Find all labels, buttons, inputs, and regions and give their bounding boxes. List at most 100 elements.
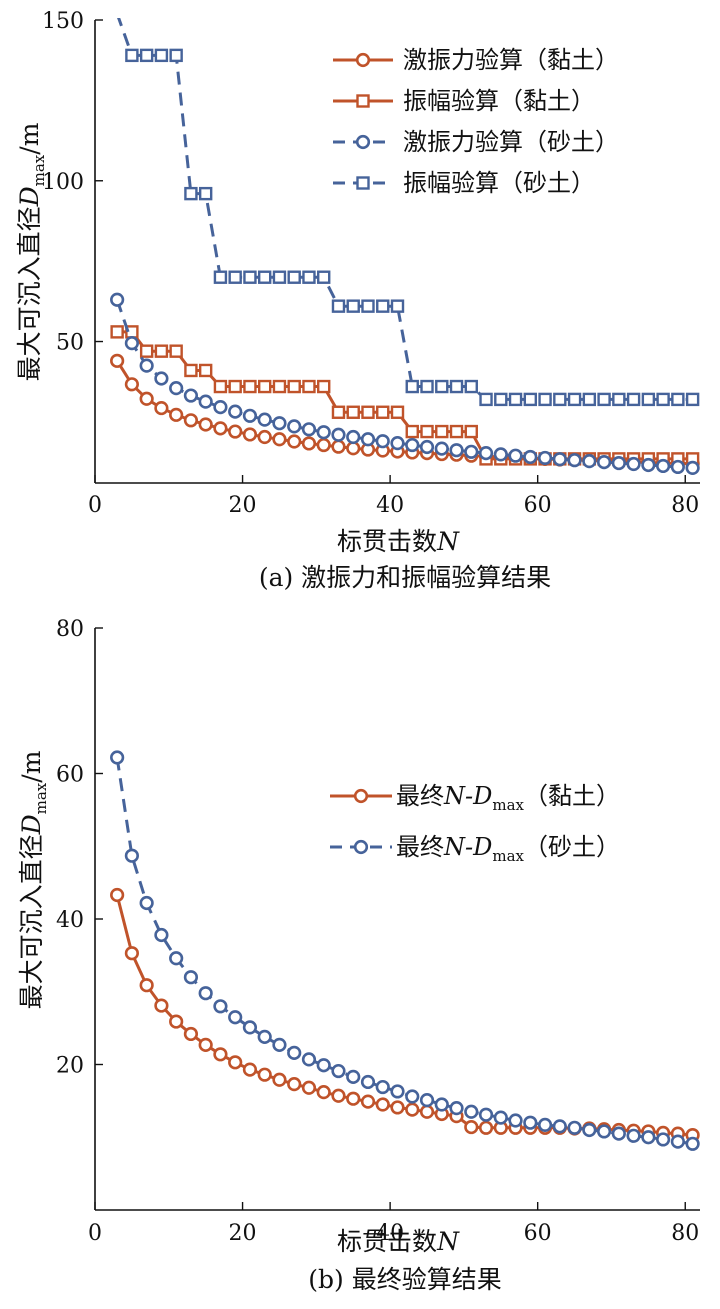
point-amp_sand-75 (641, 392, 656, 407)
point-final_clay-35 (346, 1091, 361, 1106)
point-final_sand-33 (331, 1063, 346, 1079)
point-exc_sand-59 (523, 449, 538, 465)
panel-b-x-label: 标贯击数N (337, 1227, 460, 1256)
point-exc_sand-7 (139, 358, 154, 373)
point-final_sand-71 (611, 1126, 626, 1141)
point-amp_sand-13 (184, 186, 198, 201)
point-final_clay-41 (390, 1100, 405, 1115)
panel-b-y-label: 最大可沉入直径Dmax/m (17, 750, 50, 1009)
point-final_clay-7 (139, 978, 154, 993)
point-final_sand-67 (582, 1122, 597, 1138)
point-final_sand-3 (110, 750, 125, 765)
point-exc_sand-35 (346, 429, 361, 445)
point-exc_clay-5 (124, 377, 139, 392)
panel-a-y-label-unit: /m (15, 122, 44, 154)
point-exc_sand-15 (198, 394, 213, 409)
panel-b-y-label-var: D (17, 814, 46, 835)
point-exc_sand-25 (272, 416, 287, 431)
point-amp_clay-29 (302, 379, 316, 394)
legend-swatch-marker (353, 788, 369, 804)
point-amp_sand-43 (405, 379, 419, 394)
point-final_sand-51 (464, 1104, 479, 1119)
point-exc_sand-23 (257, 412, 272, 427)
point-final_sand-53 (478, 1107, 494, 1122)
panel-a-x-label-var: N (436, 527, 460, 556)
legend-swatch-marker (355, 52, 371, 68)
panel-b-plot (110, 750, 700, 1151)
point-exc_sand-17 (213, 400, 228, 415)
point-exc_sand-73 (626, 456, 641, 472)
point-final_sand-21 (242, 1020, 258, 1035)
point-final_clay-39 (375, 1097, 390, 1112)
panel-b-y-label-sub: max (32, 782, 50, 814)
point-exc_sand-21 (242, 408, 258, 423)
point-final_clay-11 (169, 1014, 184, 1029)
panel-a-y-tick-150: 150 (42, 9, 84, 34)
point-final_sand-31 (316, 1058, 331, 1073)
point-exc_sand-51 (464, 444, 479, 459)
point-final_sand-17 (213, 999, 228, 1014)
legend-label-exc_clay: 激振力验算（黏土） (403, 46, 619, 74)
point-amp_sand-61 (538, 392, 552, 407)
point-exc_sand-57 (508, 448, 523, 463)
point-amp_sand-67 (582, 392, 597, 407)
point-final_sand-63 (552, 1119, 567, 1134)
point-amp_sand-73 (626, 392, 641, 407)
legend-item-amp_clay: 振幅验算（黏土） (333, 87, 595, 115)
panel-b-x-label-var: N (436, 1227, 460, 1256)
point-amp_clay-9 (154, 344, 169, 358)
point-final_sand-5 (124, 848, 139, 863)
point-final_sand-45 (419, 1093, 435, 1108)
point-amp_clay-3 (110, 325, 124, 339)
point-final_clay-15 (198, 1037, 213, 1052)
point-final_sand-43 (405, 1089, 420, 1104)
panel-a-x-tick-80: 80 (671, 493, 699, 518)
point-exc_sand-13 (183, 388, 199, 403)
point-exc_sand-81 (685, 460, 700, 475)
point-exc_sand-77 (656, 458, 671, 474)
point-final_clay-37 (360, 1094, 376, 1109)
panel-a-x-tick-20: 20 (229, 493, 257, 518)
point-final_clay-53 (478, 1120, 494, 1135)
panel-b-y-label-main: 最大可沉入直径 (17, 834, 46, 1009)
point-final_sand-41 (390, 1084, 405, 1099)
point-final_sand-15 (198, 986, 213, 1001)
point-final_clay-23 (257, 1067, 272, 1082)
point-amp_clay-17 (213, 379, 228, 394)
panel-b-y-tick-20: 20 (56, 1054, 84, 1079)
point-amp_clay-37 (361, 405, 375, 419)
point-exc_sand-55 (493, 447, 508, 462)
point-amp_sand-9 (154, 48, 169, 63)
panel-a-y-label-sub: max (30, 154, 48, 186)
point-amp_sand-33 (331, 299, 346, 313)
point-final_clay-45 (419, 1104, 435, 1119)
point-amp_clay-13 (184, 363, 198, 378)
legend-label-amp_clay: 振幅验算（黏土） (403, 87, 595, 115)
point-final_sand-57 (508, 1113, 523, 1128)
point-final_clay-21 (242, 1062, 258, 1077)
point-final_clay-31 (316, 1085, 331, 1100)
point-final_clay-33 (331, 1088, 346, 1103)
point-final_clay-5 (124, 946, 139, 961)
point-amp_sand-55 (494, 392, 508, 407)
point-amp_sand-57 (508, 392, 523, 407)
series-line-amp_sand (117, 18, 693, 401)
panel-a-x-tick-40: 40 (376, 493, 404, 518)
point-amp_sand-53 (479, 392, 493, 407)
panel-a-y-tick-100: 100 (42, 170, 84, 195)
panel-b-x-label-main: 标贯击数 (337, 1227, 437, 1256)
point-amp_clay-43 (405, 424, 419, 439)
panel-a-series-area (110, 18, 700, 475)
point-final_sand-79 (670, 1134, 685, 1149)
point-amp_sand-19 (228, 270, 242, 284)
point-amp_sand-45 (420, 379, 434, 394)
point-final_sand-37 (360, 1074, 376, 1090)
point-exc_clay-19 (228, 424, 243, 439)
point-amp_clay-47 (435, 424, 449, 439)
legend-label-final_sand: 最终N-Dmax（砂土） (396, 833, 620, 865)
point-exc_sand-37 (360, 432, 376, 447)
point-amp_sand-37 (361, 299, 375, 313)
panel-b-axes (94, 628, 700, 1211)
point-exc_sand-65 (567, 453, 582, 468)
